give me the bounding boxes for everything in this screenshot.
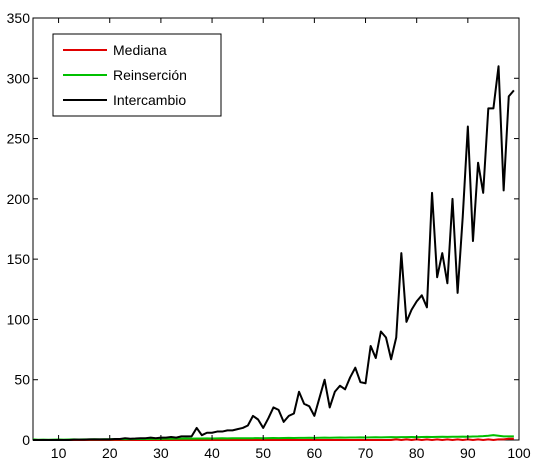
legend-label-0: Mediana: [113, 42, 167, 58]
x-tick-label: 10: [51, 445, 67, 461]
x-tick-label: 30: [153, 445, 169, 461]
y-tick-label: 200: [7, 191, 31, 207]
y-tick-label: 350: [7, 10, 31, 26]
x-tick-label: 20: [102, 445, 118, 461]
x-tick-label: 100: [507, 445, 531, 461]
x-tick-label: 70: [358, 445, 374, 461]
x-tick-label: 60: [307, 445, 323, 461]
y-tick-label: 0: [22, 432, 30, 448]
legend: Mediana Reinserción Intercambio: [53, 34, 221, 116]
y-tick-label: 150: [7, 251, 31, 267]
y-tick-label: 250: [7, 131, 31, 147]
x-tick-label: 50: [255, 445, 271, 461]
legend-label-2: Intercambio: [113, 92, 186, 108]
x-tick-label: 40: [204, 445, 220, 461]
y-tick-label: 300: [7, 70, 31, 86]
legend-label-1: Reinserción: [113, 67, 187, 83]
y-tick-label: 50: [14, 372, 30, 388]
x-tick-label: 90: [460, 445, 476, 461]
x-tick-label: 80: [409, 445, 425, 461]
y-tick-label: 100: [7, 311, 31, 327]
